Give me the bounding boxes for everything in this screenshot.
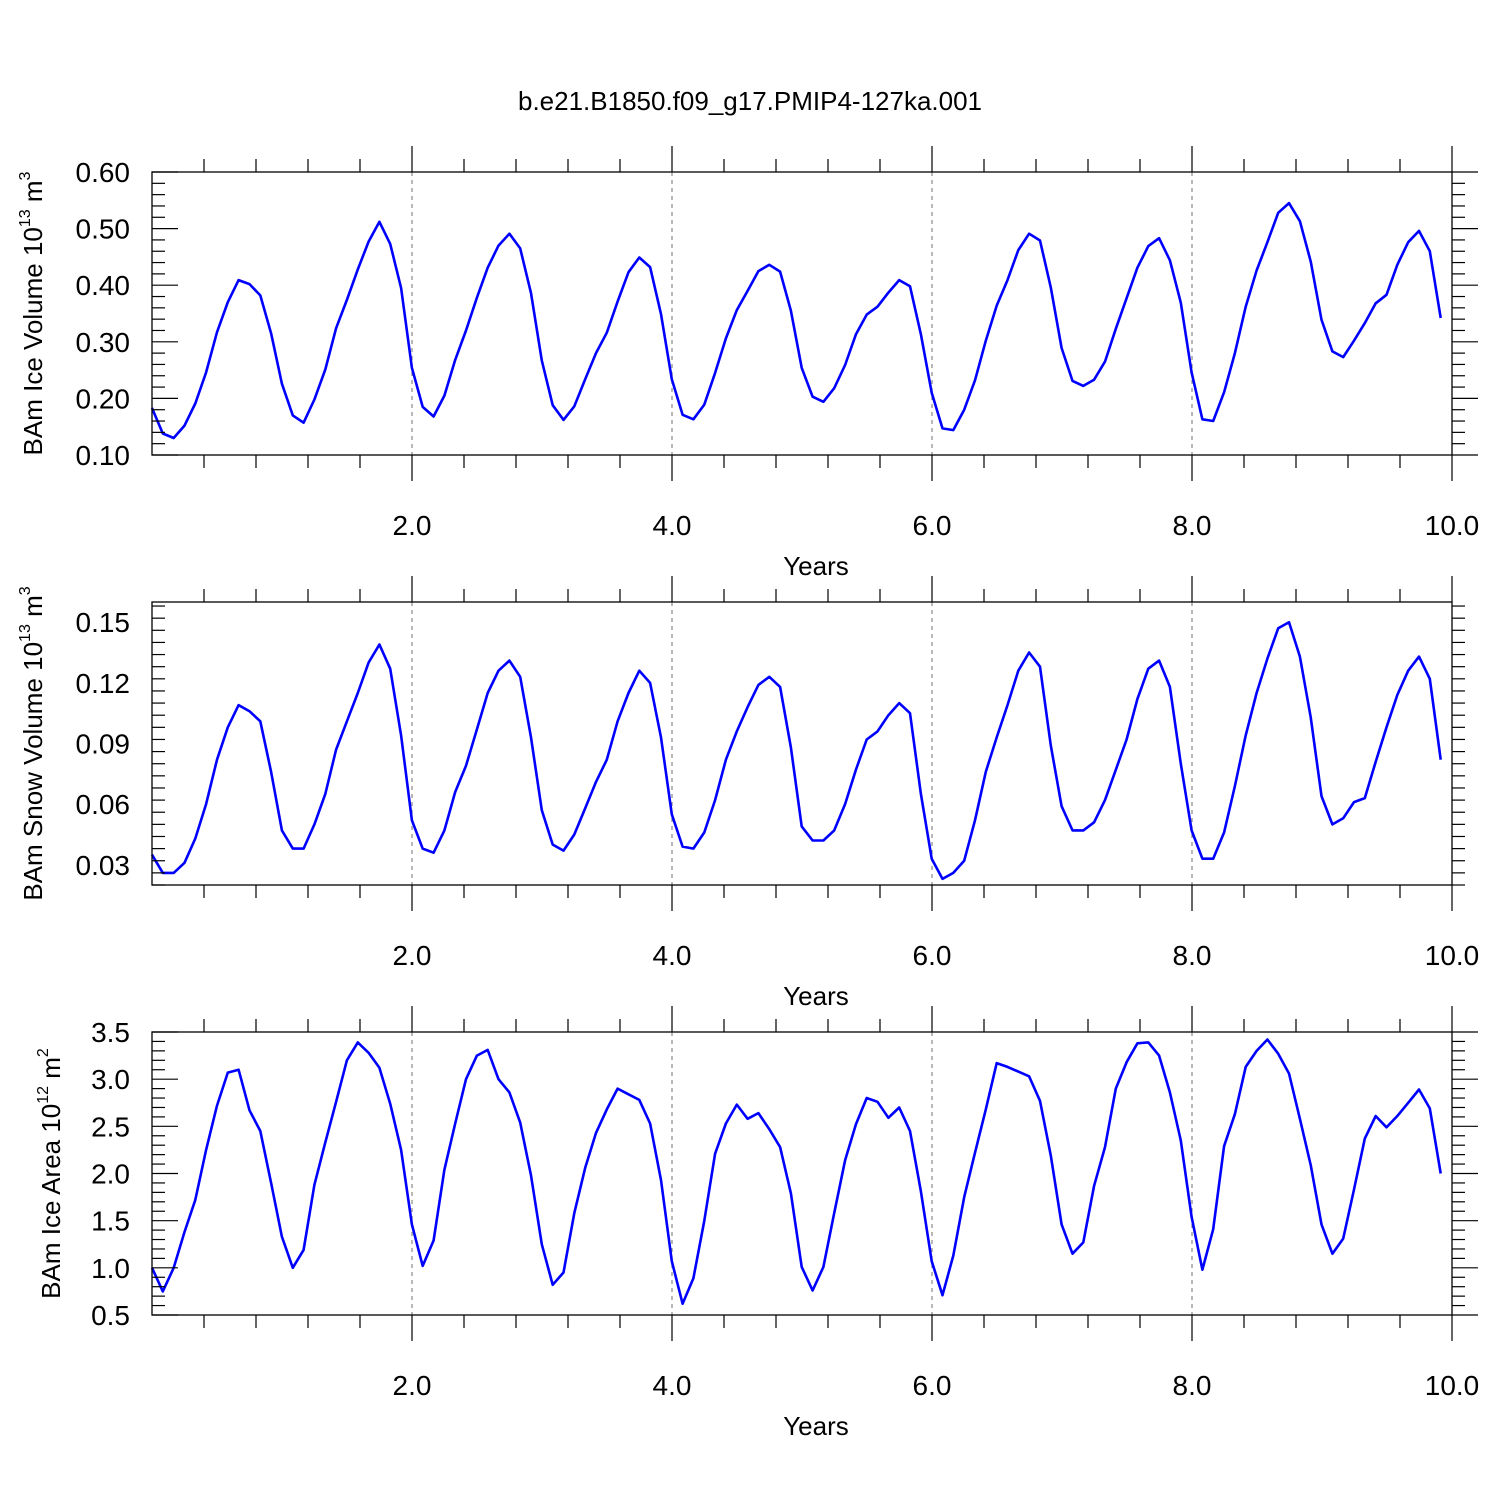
x-tick-label: 4.0 <box>653 1370 692 1401</box>
y-tick-label: 0.30 <box>76 327 131 358</box>
figure-title: b.e21.B1850.f09_g17.PMIP4-127ka.001 <box>518 86 982 116</box>
x-axis-label: Years <box>783 551 849 581</box>
y-tick-label: 0.06 <box>76 789 131 820</box>
y-tick-label: 1.5 <box>91 1206 130 1237</box>
series-line <box>150 620 1442 881</box>
series-line <box>150 201 1442 440</box>
snow-volume-panel: 2.0 4.0 6.0 8.0 10.0 0.03 0.06 0.09 0.12 0.15 Year… <box>17 576 1479 1011</box>
x-tick-label: 10.0 <box>1425 940 1480 971</box>
y-axis-label: BAm Snow Volume 1013 m3 <box>17 586 48 900</box>
y-tick-label: 0.5 <box>91 1300 130 1331</box>
y-axis-label: BAm Ice Area 1012 m2 <box>35 1048 66 1299</box>
x-tick-label: 8.0 <box>1173 1370 1212 1401</box>
x-tick-label: 8.0 <box>1173 510 1212 541</box>
series-line <box>150 1038 1442 1305</box>
y-tick-label: 2.0 <box>91 1159 130 1190</box>
y-tick-label: 0.20 <box>76 383 131 414</box>
x-tick-label: 4.0 <box>653 510 692 541</box>
plot-frame <box>151 171 1453 456</box>
x-tick-label: 2.0 <box>393 940 432 971</box>
y-tick-label: 0.10 <box>76 440 131 471</box>
plot-frame <box>151 601 1453 886</box>
x-tick-label: 10.0 <box>1425 1370 1480 1401</box>
x-axis-label: Years <box>783 981 849 1011</box>
x-axis-label: Years <box>783 1411 849 1441</box>
x-tick-label: 2.0 <box>393 1370 432 1401</box>
x-tick-label: 2.0 <box>393 510 432 541</box>
y-tick-label: 1.0 <box>91 1253 130 1284</box>
y-tick-label: 2.5 <box>91 1111 130 1142</box>
x-tick-label: 6.0 <box>913 940 952 971</box>
y-tick-label: 0.60 <box>76 157 131 188</box>
y-tick-label: 0.50 <box>76 214 131 245</box>
y-tick-label: 3.5 <box>91 1017 130 1048</box>
ice-area-panel: 2.0 4.0 6.0 8.0 10.0 0.5 1.0 1.5 2.0 2.5 3.0 3.5 Yea… <box>35 1006 1479 1441</box>
y-tick-label: 3.0 <box>91 1064 130 1095</box>
y-axis-label: BAm Ice Volume 1013 m3 <box>17 171 48 455</box>
x-tick-label: 4.0 <box>653 940 692 971</box>
ice-volume-panel: 2.0 4.0 6.0 8.0 10.0 0.10 0.20 0.30 0.40 0.50 0.60… <box>17 146 1479 581</box>
y-tick-label: 0.40 <box>76 270 131 301</box>
y-tick-label: 0.09 <box>76 729 131 760</box>
x-tick-label: 6.0 <box>913 510 952 541</box>
x-tick-label: 10.0 <box>1425 510 1480 541</box>
x-tick-label: 8.0 <box>1173 940 1212 971</box>
y-tick-label: 0.12 <box>76 668 131 699</box>
y-tick-label: 0.15 <box>76 607 131 638</box>
y-tick-label: 0.03 <box>76 850 131 881</box>
x-tick-label: 6.0 <box>913 1370 952 1401</box>
